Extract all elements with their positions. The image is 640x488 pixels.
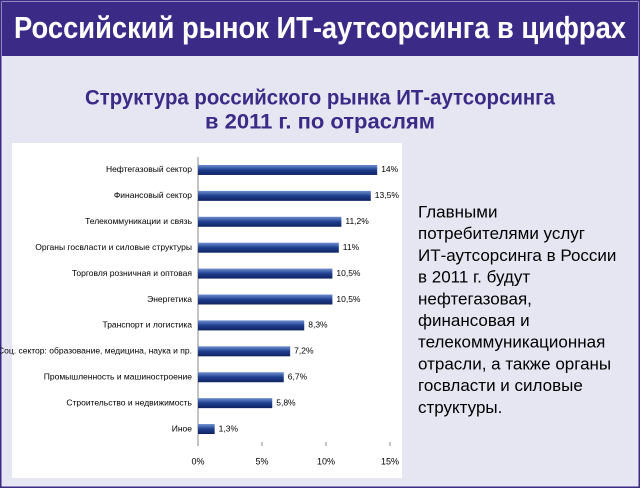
bar [198,268,333,279]
note-line: структуры. [418,398,502,417]
category-label: Промышленность и машиностроение [44,371,193,381]
category-label: Телекоммуникации и связь [85,216,193,226]
note: Главными потребителями услуг ИТ-аутсорсинг… [418,202,616,416]
note-line: финансовая и [418,311,530,330]
note-line: телекоммуникационная [418,333,605,352]
value-label: 11,2% [345,216,369,226]
category-label: Торговля розничная и оптовая [72,268,192,278]
note-line: ИТ-аутсорсинга в России [418,246,616,265]
category-label: Нефтегазовый сектор [106,164,192,174]
bar [198,424,215,435]
category-label: Соц. сектор: образование, медицина, наук… [0,346,192,356]
note-line: нефтегазовая, [418,289,532,308]
bar [198,372,284,383]
value-label: 10,5% [336,294,361,304]
x-tick-label: 15% [381,456,399,466]
bar [198,216,342,227]
value-label: 10,5% [336,268,361,278]
bar [198,190,371,201]
chart-title: в 2011 г. по отраслям [205,111,435,134]
value-label: 5,8% [276,397,296,407]
category-label: Транспорт и логистика [102,320,192,330]
chart-title: Структура российского рынка ИТ-аутсорсин… [85,87,555,110]
x-tick-label: 5% [255,456,268,466]
value-label: 14% [381,164,398,174]
note-line: в 2011 г. будут [418,268,530,287]
value-label: 13,5% [375,190,400,200]
value-label: 11% [343,242,360,252]
x-tick-label: 10% [317,456,335,466]
note-line: отрасли, а также органы [418,354,611,373]
x-tick-label: 0% [191,456,204,466]
bar [198,242,339,253]
value-label: 1,3% [219,423,239,433]
category-label: Органы госвласти и силовые структуры [35,242,192,252]
bar [198,346,291,357]
bar [198,398,273,409]
category-label: Финансовый сектор [114,190,192,200]
note-line: Главными [418,202,497,221]
category-label: Энергетика [147,294,192,304]
header-band [2,2,638,56]
bar [198,164,378,175]
value-label: 8,3% [308,320,328,330]
value-label: 7,2% [294,346,314,356]
bar [198,320,305,331]
category-label: Строительство и недвижимость [66,397,192,407]
header-title: Российский рынок ИТ-аутсорсинга в цифрах [14,10,627,45]
note-line: потребителями услуг [418,224,585,243]
category-label: Иное [172,423,193,433]
bar [198,294,333,305]
value-label: 6,7% [288,371,308,381]
note-line: госвласти и силовые [418,376,583,395]
